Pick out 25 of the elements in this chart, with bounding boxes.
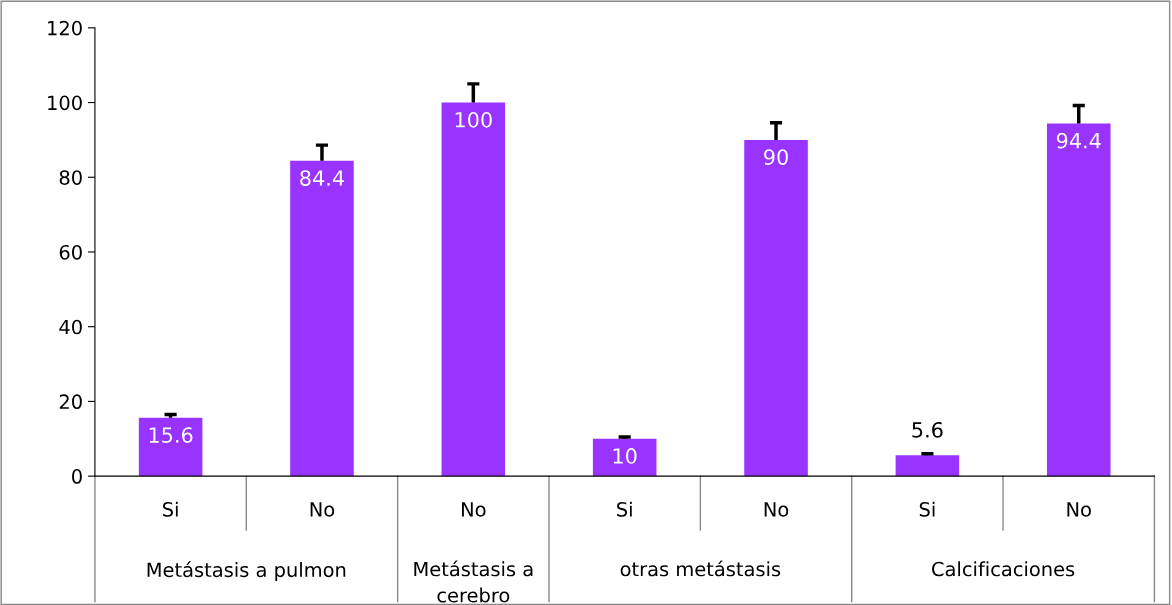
data-label: 10 (613, 448, 637, 464)
text: Metástasis a cerebro (414, 560, 533, 603)
data-label: 15.6 (149, 427, 193, 443)
text: Metástasis a pulmon (147, 561, 346, 581)
x-tick-label: No (764, 502, 789, 517)
y-tick-label: 20 (59, 394, 82, 410)
y-tick-label: 80 (59, 170, 82, 185)
x-tick-label: Si (163, 501, 178, 517)
data-label: 84.4 (300, 170, 344, 186)
y-tick-label: 40 (59, 319, 82, 335)
data-label: 100 (455, 111, 492, 128)
x-tick-label: Si (919, 501, 935, 517)
data-label: 94.4 (1056, 132, 1101, 149)
data-label: 5.6 (912, 421, 943, 438)
y-tick-label: 100 (48, 95, 82, 111)
data-label: 90 (764, 149, 788, 165)
x-tick-label: Si (617, 501, 632, 517)
x-tick-label: No (310, 502, 335, 517)
y-tick-label: 60 (59, 244, 82, 260)
x-tick-label: No (1067, 502, 1091, 517)
text: otras metástasis (620, 560, 781, 577)
y-tick-label: 0 (72, 469, 82, 484)
y-tick-label: 120 (48, 20, 82, 36)
x-tick-label: No (462, 502, 486, 517)
text: Calcificaciones (932, 561, 1075, 577)
